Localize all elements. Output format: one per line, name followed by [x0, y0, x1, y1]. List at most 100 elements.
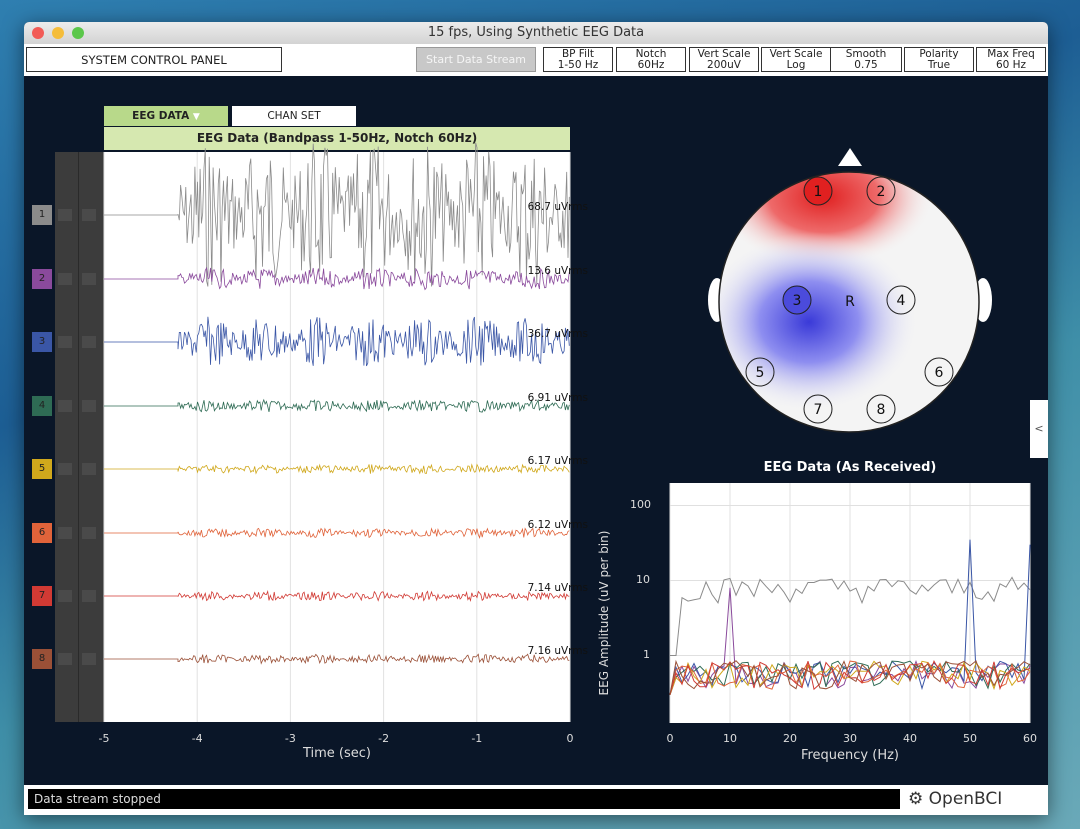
button-label: Smooth — [845, 48, 887, 60]
channel-trace — [104, 398, 570, 413]
electrode-marker — [924, 357, 954, 387]
channel-toggle-button[interactable]: 5 — [32, 459, 52, 479]
channel-trace — [104, 316, 570, 367]
polarity-button[interactable]: Polarity True — [904, 47, 974, 72]
channel-toggle-button[interactable]: 7 — [32, 586, 52, 606]
channel-toggle-button[interactable]: 6 — [32, 523, 52, 543]
button-label: Polarity — [919, 48, 959, 60]
channel-rms-value: 13.6 uVrms — [527, 265, 588, 277]
time-axis-label: Time (sec) — [302, 746, 371, 761]
electrode-marker — [803, 176, 833, 206]
channel-rms-value: 6.91 uVrms — [527, 392, 588, 404]
reference-label: R — [845, 294, 855, 310]
electrode-label: 8 — [877, 402, 886, 418]
freq-tick-label: 30 — [843, 732, 857, 745]
electrode-label: 6 — [935, 365, 944, 381]
nose-icon — [838, 148, 862, 166]
dropdown-arrow-icon: ▼ — [192, 112, 200, 122]
n-toggle — [82, 400, 96, 412]
vert-scale-log-button[interactable]: Vert Scale Log — [761, 47, 831, 72]
time-tick-label: -1 — [471, 732, 483, 745]
fft-y-axis-label: EEG Amplitude (uV per bin) — [597, 530, 611, 696]
electrode-marker — [782, 285, 812, 315]
p-toggle — [58, 336, 72, 348]
freq-tick-label: 40 — [903, 732, 917, 745]
electrode-marker — [886, 285, 916, 315]
button-value: 1-50 Hz — [557, 59, 599, 71]
channel-rms-value: 6.17 uVrms — [527, 455, 588, 467]
freq-tick-label: 20 — [783, 732, 797, 745]
channel-toggle-button[interactable]: 3 — [32, 332, 52, 352]
time-tick-label: -2 — [378, 732, 390, 745]
button-label: BP Filt — [561, 48, 595, 60]
channel-trace — [104, 142, 570, 287]
channel-trace — [104, 653, 570, 665]
button-value: True — [927, 59, 951, 71]
freq-tick-label: 50 — [963, 732, 977, 745]
channel-toggle-button[interactable]: 1 — [32, 205, 52, 225]
electrode-marker — [866, 394, 896, 424]
channel-trace — [104, 463, 570, 475]
n-toggle — [82, 336, 96, 348]
button-value: 60Hz — [637, 59, 665, 71]
n-toggle — [82, 527, 96, 539]
status-bar: Data stream stopped ⚙ OpenBCI — [24, 785, 1048, 815]
timeseries-plot — [55, 142, 571, 722]
timeseries-title: EEG Data (Bandpass 1-50Hz, Notch 60Hz) — [104, 127, 570, 150]
channel-trace — [104, 266, 570, 291]
button-value: 200uV — [707, 59, 741, 71]
channel-toggle-button[interactable]: 8 — [32, 649, 52, 669]
freq-tick-label: 0 — [666, 732, 674, 745]
button-label: Vert Scale — [769, 48, 823, 60]
button-label: Notch — [635, 48, 667, 60]
bp-filter-button[interactable]: BP Filt 1-50 Hz — [543, 47, 613, 72]
timeseries-background — [104, 152, 570, 722]
tab-label: EEG DATA — [132, 110, 190, 122]
channel-rms-value: 68.7 uVrms — [527, 201, 588, 213]
system-control-panel-button[interactable]: SYSTEM CONTROL PANEL — [26, 47, 282, 72]
p-toggle — [58, 590, 72, 602]
electrode-label: 4 — [897, 293, 906, 309]
p-toggle — [58, 463, 72, 475]
n-toggle — [82, 273, 96, 285]
vert-scale-button[interactable]: Vert Scale 200uV — [689, 47, 759, 72]
electrode-label: 1 — [814, 184, 823, 200]
freq-tick-label: 10 — [723, 732, 737, 745]
max-freq-button[interactable]: Max Freq 60 Hz — [976, 47, 1046, 72]
button-value: 60 Hz — [995, 59, 1027, 71]
window-title: 15 fps, Using Synthetic EEG Data — [427, 25, 645, 40]
button-label: Vert Scale — [697, 48, 751, 60]
tab-chan-set[interactable]: CHAN SET — [232, 106, 356, 126]
p-toggle — [58, 400, 72, 412]
fft-plot — [669, 483, 1031, 723]
time-tick-label: -5 — [98, 732, 110, 745]
n-toggle — [82, 209, 96, 221]
zoom-window-button[interactable] — [72, 27, 84, 39]
fft-title: EEG Data (As Received) — [763, 460, 937, 475]
electrode-label: 7 — [814, 402, 823, 418]
smooth-button[interactable]: Smooth 0.75 — [830, 47, 902, 72]
channel-toggle-button[interactable]: 2 — [32, 269, 52, 289]
start-data-stream-button[interactable]: Start Data Stream — [416, 47, 536, 72]
channel-rms-value: 7.14 uVrms — [527, 582, 588, 594]
electrode-label: 5 — [756, 365, 765, 381]
status-message: Data stream stopped — [28, 789, 900, 809]
tab-eeg-data[interactable]: EEG DATA ▼ — [104, 106, 228, 126]
fft-trace — [669, 660, 1031, 695]
head-plot: 1 2 3 4 5 6 7 8 R — [708, 148, 992, 433]
channel-rms-value: 36.7 uVrms — [527, 328, 588, 340]
channel-toggle-button[interactable]: 4 — [32, 396, 52, 416]
minimize-window-button[interactable] — [52, 27, 64, 39]
close-window-button[interactable] — [32, 27, 44, 39]
amp-tick-label: 1 — [643, 647, 650, 661]
collapse-panel-button[interactable]: < — [1030, 400, 1048, 458]
channel-rms-value: 6.12 uVrms — [527, 519, 588, 531]
p-toggle — [58, 273, 72, 285]
notch-button[interactable]: Notch 60Hz — [616, 47, 686, 72]
p-toggle — [58, 527, 72, 539]
time-tick-label: 0 — [566, 732, 574, 745]
n-toggle — [82, 653, 96, 665]
p-toggle — [58, 209, 72, 221]
time-tick-label: -4 — [191, 732, 203, 745]
gear-icon: ⚙ — [908, 789, 924, 809]
